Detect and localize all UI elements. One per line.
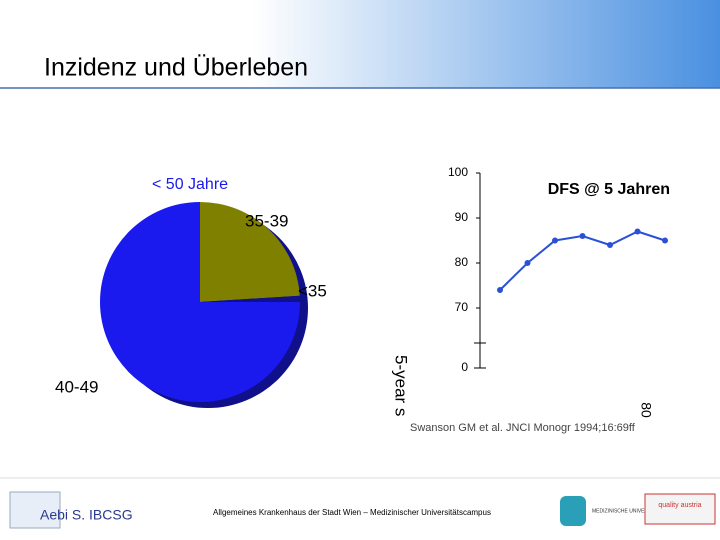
pie-title: < 50 Jahre [152, 176, 228, 193]
footer-institution: Allgemeines Krankenhaus der Stadt Wien –… [213, 508, 491, 517]
logo-box [9, 491, 61, 529]
line-title: DFS @ 5 Jahren [548, 181, 670, 198]
point [579, 233, 586, 239]
slice-label: <35 [298, 281, 327, 300]
pie-slice [200, 202, 300, 302]
logo-quality [644, 493, 716, 525]
header-bar [0, 0, 720, 88]
y-tick-label: 90 [455, 210, 469, 224]
x-tick-label: 80 [638, 402, 654, 418]
y-tick-label: 80 [455, 255, 469, 269]
point [662, 237, 668, 244]
slice-label: 35-39 [245, 211, 288, 230]
logo-mark [560, 496, 586, 526]
series-line [499, 230, 666, 291]
slide-title: Inzidenz und Überleben [44, 54, 308, 82]
y-axis-label: 5-year s [392, 355, 411, 416]
citation: Swanson GM et al. JNCI Monogr 1994;16:69… [410, 422, 636, 434]
pie-slice [200, 295, 300, 302]
y-tick-label: 0 [461, 360, 468, 374]
point [634, 228, 641, 235]
point [607, 242, 613, 248]
footer-author: Aebi S. IBCSG [40, 507, 133, 523]
pie-slice [100, 202, 300, 402]
y-tick-label: 100 [448, 165, 468, 179]
footer-logo-2: quality austria [658, 502, 701, 509]
point [524, 260, 531, 266]
footer-logo-1: MEDIZINISCHE UNIVERSITÄT WIEN [592, 507, 677, 514]
y-tick-label: 70 [455, 300, 469, 314]
point [497, 287, 503, 293]
slice-label: 40-49 [55, 377, 98, 396]
point [552, 237, 558, 244]
